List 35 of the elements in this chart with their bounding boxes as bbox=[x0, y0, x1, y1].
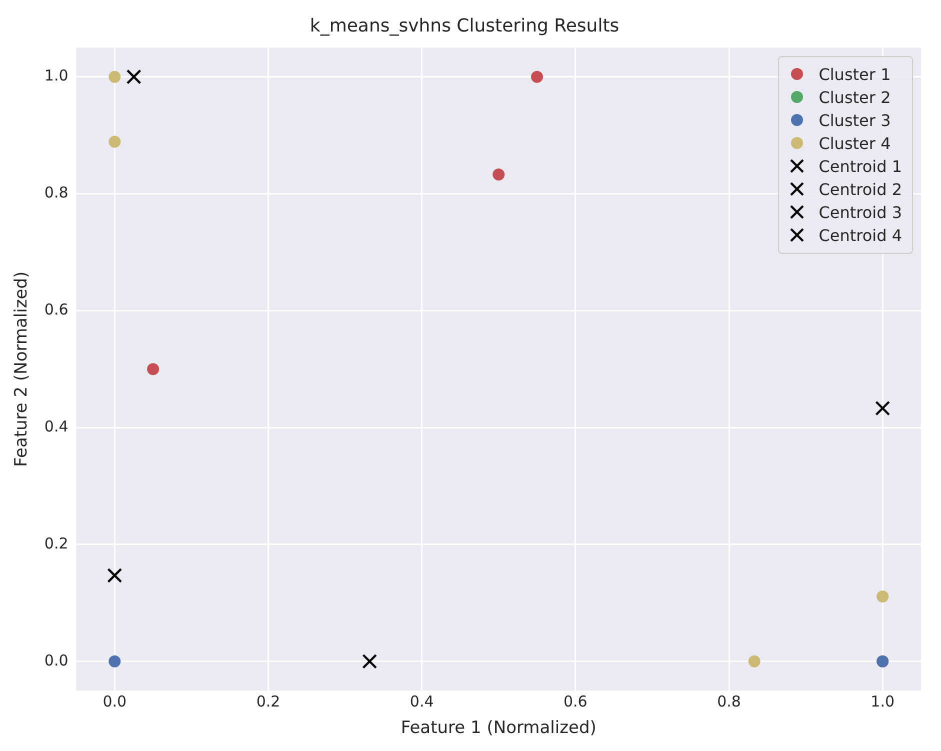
y-tick-label: 0.8 bbox=[44, 184, 68, 202]
point bbox=[531, 70, 544, 83]
legend-label: Cluster 4 bbox=[818, 134, 891, 153]
point bbox=[362, 654, 378, 669]
legend-label: Cluster 1 bbox=[818, 64, 891, 84]
y-tick-label: 0.6 bbox=[44, 300, 68, 319]
x-tick-label: 0.8 bbox=[717, 692, 741, 710]
x-axis-title: Feature 1 (Normalized) bbox=[400, 718, 596, 738]
legend-label: Centroid 2 bbox=[818, 180, 902, 199]
y-tick-label: 0.2 bbox=[44, 534, 68, 552]
y-tick-label: 0.0 bbox=[44, 651, 68, 670]
point bbox=[107, 568, 122, 583]
point bbox=[147, 363, 160, 376]
legend-label: Centroid 4 bbox=[818, 226, 902, 245]
point bbox=[492, 168, 505, 180]
legend-label: Cluster 2 bbox=[818, 88, 891, 107]
x-tick-label: 0.2 bbox=[256, 692, 280, 710]
point bbox=[876, 590, 889, 602]
legend-label: Centroid 1 bbox=[818, 156, 902, 176]
legend-label: Centroid 3 bbox=[818, 202, 902, 222]
point bbox=[748, 655, 760, 668]
y-tick-label: 0.4 bbox=[44, 417, 68, 436]
point bbox=[126, 69, 142, 84]
x-tick-label: 0.4 bbox=[410, 692, 434, 710]
point bbox=[875, 400, 890, 416]
x-tick-label: 0.6 bbox=[563, 692, 588, 710]
point bbox=[108, 70, 121, 83]
point bbox=[108, 136, 121, 148]
point bbox=[108, 655, 121, 668]
chart-title: k_means_svhns Clustering Results bbox=[310, 15, 620, 36]
x-tick-label: 1.0 bbox=[870, 692, 895, 710]
y-axis-title: Feature 2 (Normalized) bbox=[12, 271, 32, 467]
x-tick-label: 0.0 bbox=[102, 692, 127, 710]
legend-label: Cluster 3 bbox=[818, 110, 891, 130]
y-tick-label: 1.0 bbox=[44, 66, 68, 85]
